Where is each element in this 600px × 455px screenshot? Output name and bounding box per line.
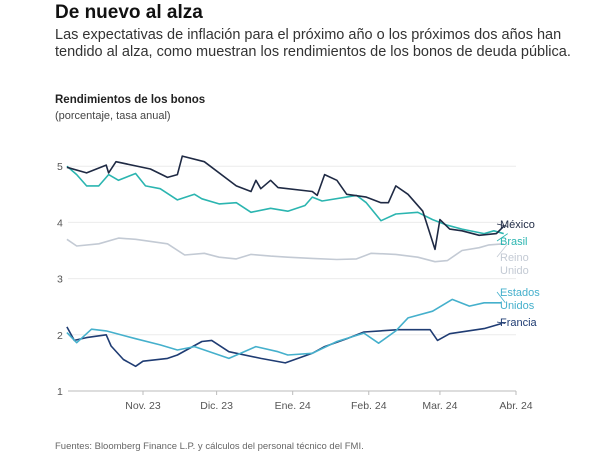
x-tick-label: Dic. 23 [200, 400, 233, 412]
series-label-leader [496, 291, 506, 304]
y-tick-label: 2 [57, 330, 63, 342]
series-label-leader [496, 321, 506, 324]
chart-title: Rendimientos de los bonos [55, 94, 206, 106]
series-label-leader [496, 223, 508, 227]
series-label: México [500, 219, 535, 231]
series-line-estados-unidos [66, 298, 502, 360]
x-tick-label: Abr. 24 [499, 400, 532, 412]
y-tick-label: 4 [57, 217, 63, 229]
series-line-francia [66, 322, 502, 368]
page-title: De nuevo al alza [55, 2, 203, 23]
page-subtitle: Las expectativas de inflación para el pr… [55, 27, 571, 60]
series-label: Estados [500, 287, 540, 299]
x-tick-label: Ene. 24 [275, 400, 311, 412]
series-line-brasil [66, 165, 504, 235]
series-line-méxico [66, 155, 505, 251]
y-tick-label: 3 [57, 274, 63, 286]
series-label-leader [496, 243, 509, 258]
series-label: Reino [500, 252, 529, 264]
series-label: Brasil [500, 236, 528, 248]
y-tick-label: 5 [57, 161, 63, 173]
series-label: Unido [500, 265, 529, 277]
x-tick-label: Nov. 23 [125, 400, 161, 412]
series-label-leader [496, 233, 508, 242]
bond-yield-chart: 1 2 3 4 5 Nov. 23 Dic. 23 Ene. 24 Feb. 24 Mar. 24… [57, 155, 540, 412]
series-label: Francia [500, 317, 538, 329]
y-tick-label: 1 [57, 386, 63, 398]
series-line-reino-unido [66, 237, 504, 263]
series-label: Unidos [500, 300, 535, 312]
source-note: Fuentes: Bloomberg Finance L.P. y cálcul… [55, 441, 364, 452]
x-tick-label: Feb. 24 [351, 400, 387, 412]
chart-unit: (porcentaje, tasa anual) [55, 110, 171, 122]
x-tick-label: Mar. 24 [422, 400, 457, 412]
